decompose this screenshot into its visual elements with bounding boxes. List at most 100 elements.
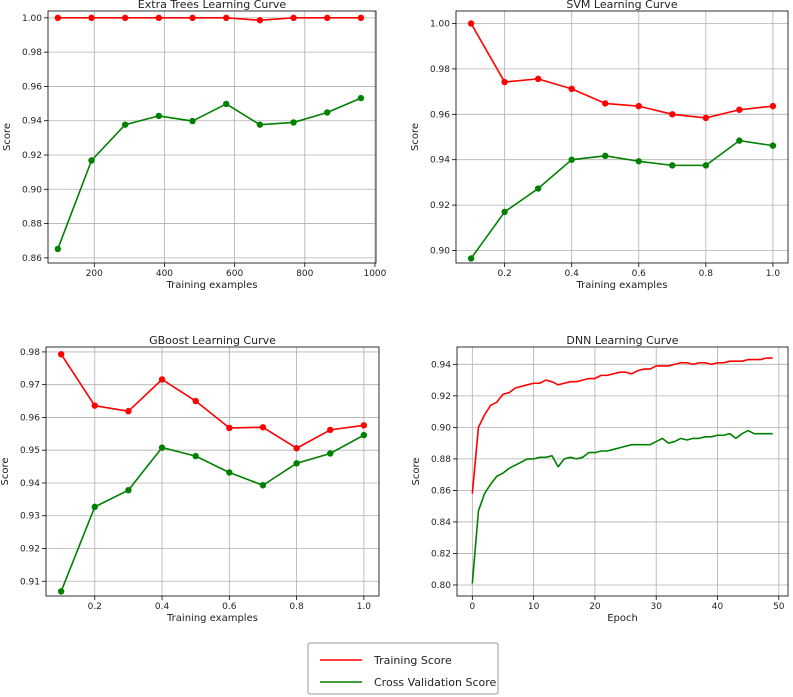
gboost-ytick-label-7: 0.98 xyxy=(20,348,40,358)
svm-validation-point-8 xyxy=(736,137,743,144)
svm-validation-point-5 xyxy=(635,158,642,165)
svm-ytick-label-2: 0.94 xyxy=(430,156,450,166)
extra-trees-validation-point-8 xyxy=(324,109,331,116)
dnn-axes-frame xyxy=(456,346,789,597)
gboost-training-point-1 xyxy=(91,402,98,409)
extra-trees-ytick-label-4: 0.94 xyxy=(22,117,42,127)
legend-label-validation: Cross Validation Score xyxy=(374,676,497,689)
svm-validation-point-1 xyxy=(501,208,508,216)
svm-training-point-1 xyxy=(501,78,508,86)
gboost-training-point-7 xyxy=(293,445,300,452)
gboost-training-point-3 xyxy=(158,376,166,383)
extra-trees-training-point-8 xyxy=(324,14,331,22)
svm-xtick-label-2: 0.6 xyxy=(632,269,647,279)
extra-trees-chart: 200 400 600 800 1000 0.86 0.88 0.90 0.92 0.94 0.96… xyxy=(2,0,387,291)
legend-label-training: Training Score xyxy=(373,654,452,667)
svm-training-point-7 xyxy=(702,114,710,122)
gboost-xtick-label-1: 0.4 xyxy=(155,602,170,612)
extra-trees-xtick-label-1: 400 xyxy=(156,269,173,279)
gboost-xtick-label-2: 0.6 xyxy=(222,602,237,612)
svm-ytick-label-5: 1.00 xyxy=(430,19,450,29)
gboost-xtick-label-3: 0.8 xyxy=(289,602,304,612)
svm-training-point-8 xyxy=(736,106,743,113)
dnn-xtick-label-3: 30 xyxy=(650,602,662,612)
svm-training-point-9 xyxy=(769,102,777,110)
gboost-training-point-5 xyxy=(226,424,233,432)
extra-trees-ytick-label-6: 0.98 xyxy=(22,48,42,58)
extra-trees-validation-point-6 xyxy=(256,121,264,128)
gboost-training-point-8 xyxy=(327,426,334,434)
svm-validation-point-6 xyxy=(669,162,676,169)
extra-trees-training-point-4 xyxy=(189,14,196,22)
extra-trees-xlabel: Training examples xyxy=(166,280,258,291)
gboost-validation-point-2 xyxy=(125,486,132,494)
gboost-ylabel: Score xyxy=(0,457,11,485)
extra-trees-validation-point-9 xyxy=(357,94,365,102)
svm-validation-point-0 xyxy=(467,255,475,262)
svm-title: SVM Learning Curve xyxy=(566,0,677,11)
extra-trees-ytick-label-0: 0.86 xyxy=(22,254,42,264)
dnn-xtick-label-4: 40 xyxy=(712,602,724,612)
extra-trees-ytick-label-1: 0.88 xyxy=(22,220,42,230)
svm-validation-point-4 xyxy=(602,152,609,160)
extra-trees-validation-point-5 xyxy=(223,100,230,108)
extra-trees-training-point-3 xyxy=(155,14,163,22)
dnn-ytick-label-2: 0.84 xyxy=(431,518,451,528)
dnn-ytick-label-4: 0.88 xyxy=(431,455,451,465)
gboost-training-point-4 xyxy=(192,397,199,405)
extra-trees-training-point-0 xyxy=(54,14,62,22)
dnn-xtick-label-5: 50 xyxy=(773,602,785,612)
svm-training-point-3 xyxy=(568,85,575,93)
gboost-training-point-0 xyxy=(57,351,65,358)
extra-trees-xtick-label-2: 600 xyxy=(226,269,243,279)
svm-ytick-label-1: 0.92 xyxy=(430,201,450,211)
gboost-training-point-2 xyxy=(125,408,132,415)
svm-ytick-label-0: 0.90 xyxy=(430,247,450,257)
svm-ytick-label-3: 0.96 xyxy=(430,110,450,120)
extra-trees-training-point-1 xyxy=(88,14,95,22)
extra-trees-title: Extra Trees Learning Curve xyxy=(138,0,287,11)
svm-training-point-2 xyxy=(534,75,542,83)
dnn-xtick-label-2: 20 xyxy=(589,602,601,612)
extra-trees-xtick-label-0: 200 xyxy=(86,269,103,279)
gboost-ytick-label-0: 0.91 xyxy=(20,577,40,587)
extra-trees-ytick-label-3: 0.92 xyxy=(22,151,42,161)
gboost-ytick-label-2: 0.93 xyxy=(20,512,40,522)
svm-training-point-5 xyxy=(635,102,642,110)
extra-trees-training-line xyxy=(57,17,361,22)
extra-trees-xtick-label-3: 800 xyxy=(296,269,313,279)
extra-trees-ytick-label-7: 1.00 xyxy=(22,14,42,24)
gboost-validation-point-8 xyxy=(327,450,334,457)
gboost-validation-point-4 xyxy=(192,452,199,460)
dnn-ylabel: Score xyxy=(411,457,422,485)
gboost-title: GBoost Learning Curve xyxy=(149,334,276,347)
dnn-xtick-label-1: 10 xyxy=(528,602,540,612)
gboost-validation-point-6 xyxy=(259,482,267,489)
gboost-training-point-9 xyxy=(360,422,368,429)
dnn-validation-line xyxy=(471,429,773,584)
gboost-ytick-label-5: 0.96 xyxy=(20,413,40,423)
extra-trees-training-point-2 xyxy=(121,14,129,22)
svm-training-point-0 xyxy=(467,20,475,27)
legend-box: Training Score Cross Validation Score xyxy=(307,642,499,695)
extra-trees-validation-point-1 xyxy=(88,157,95,164)
dnn-ytick-label-1: 0.82 xyxy=(431,549,451,559)
gboost-ytick-label-1: 0.92 xyxy=(20,544,40,554)
dnn-chart: 0 10 20 30 40 50 0.80 0.82 0.84 0.86 0.88 0.90 0.92 0… xyxy=(411,334,789,624)
gboost-ytick-label-3: 0.94 xyxy=(20,479,40,489)
extra-trees-validation-point-4 xyxy=(189,117,196,125)
svm-training-point-4 xyxy=(602,100,609,107)
svm-validation-point-9 xyxy=(769,142,777,149)
extra-trees-ytick-label-2: 0.90 xyxy=(22,185,42,195)
extra-trees-training-point-7 xyxy=(290,14,297,22)
gboost-xtick-label-4: 1.0 xyxy=(357,602,372,612)
extra-trees-validation-line xyxy=(57,97,362,250)
svm-xtick-label-0: 0.2 xyxy=(497,269,511,279)
gboost-training-line xyxy=(60,353,364,450)
extra-trees-validation-point-3 xyxy=(155,112,163,120)
dnn-ytick-label-3: 0.86 xyxy=(431,486,451,496)
svm-xtick-label-3: 0.8 xyxy=(699,269,714,279)
svm-ytick-label-4: 0.98 xyxy=(430,65,450,75)
svm-validation-point-2 xyxy=(534,185,542,192)
